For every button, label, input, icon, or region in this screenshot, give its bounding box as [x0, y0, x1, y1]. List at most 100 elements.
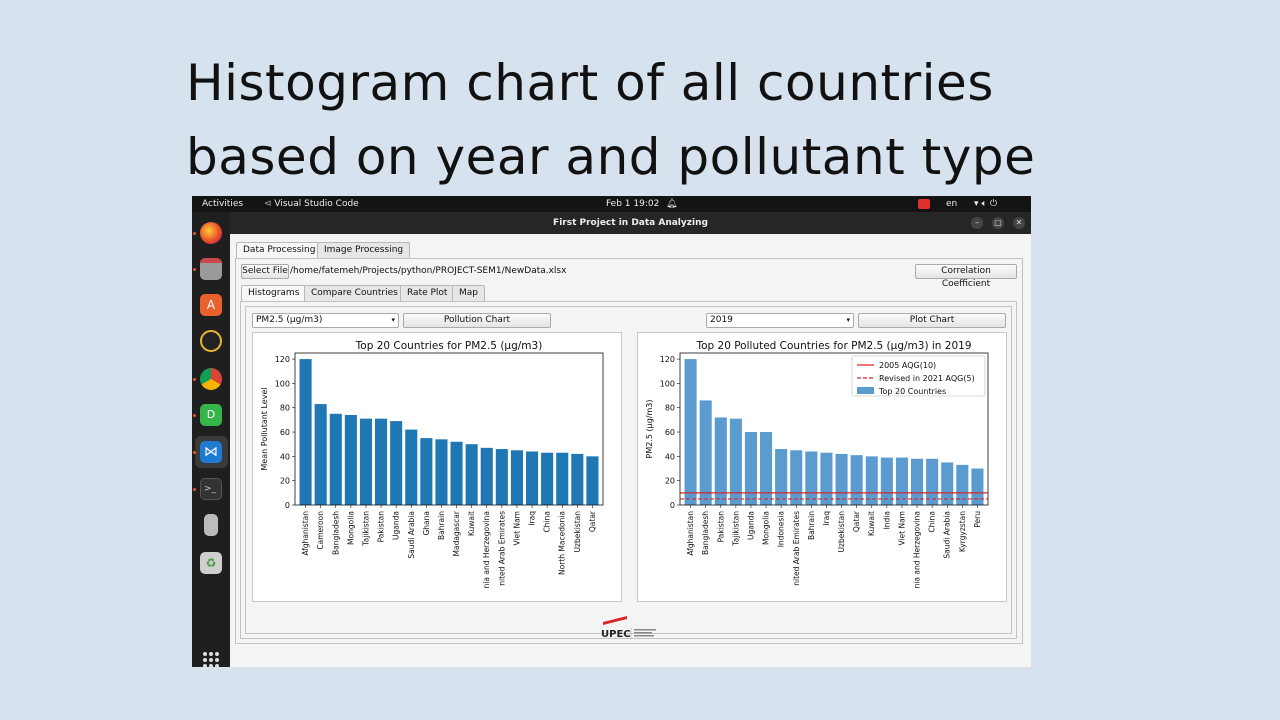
software-store-icon[interactable]: A	[200, 294, 222, 316]
trash-icon[interactable]: ♻	[200, 552, 222, 574]
chart-bar	[699, 400, 712, 505]
x-tick-label: India	[882, 511, 891, 529]
dock: A D ⋈ >_ ♻	[192, 212, 230, 667]
x-tick-label: Pakistan	[377, 511, 386, 543]
activities-button[interactable]: Activities	[202, 199, 244, 209]
show-apps-icon[interactable]	[203, 652, 219, 667]
pollution-chart-button[interactable]: Pollution Chart	[403, 313, 551, 328]
x-tick-label: Indonesia	[777, 511, 786, 547]
correlation-coefficient-button[interactable]: Correlation Coefficient	[915, 264, 1017, 289]
chart-bar	[329, 413, 342, 505]
plot-chart-button[interactable]: Plot Chart	[858, 313, 1006, 328]
tab-compare-countries[interactable]: Compare Countries	[304, 285, 405, 302]
running-indicator	[193, 414, 196, 417]
x-tick-label: Qatar	[852, 510, 861, 532]
chart-bar	[556, 452, 569, 505]
y-tick-label: 80	[280, 404, 290, 413]
chart-bar	[729, 418, 742, 505]
screen-record-icon[interactable]	[918, 199, 930, 209]
tab-map[interactable]: Map	[452, 285, 485, 302]
window-title: First Project in Data Analyzing	[553, 218, 708, 228]
chrome-icon[interactable]	[200, 368, 222, 390]
y-tick-label: 40	[280, 452, 290, 461]
chart-bar	[835, 453, 848, 505]
usb-drive-icon[interactable]	[204, 514, 218, 536]
x-tick-label: Uzbekistan	[573, 511, 582, 553]
x-tick-label: North Macedonia	[558, 511, 567, 575]
chart-bar	[526, 451, 539, 505]
tab-data-processing[interactable]: Data Processing	[236, 242, 323, 259]
histograms-panel: PM2.5 (µg/m3) ▾ Pollution Chart 2019 ▾ Plo…	[240, 301, 1017, 639]
chevron-down-icon: ▾	[846, 316, 850, 324]
slide-title-line-2: based on year and pollutant type	[186, 128, 1036, 186]
running-indicator	[193, 232, 196, 235]
histograms-inner-frame: PM2.5 (µg/m3) ▾ Pollution Chart 2019 ▾ Plo…	[245, 306, 1012, 634]
tab-image-processing[interactable]: Image Processing	[317, 242, 411, 259]
pollutant-select[interactable]: PM2.5 (µg/m3) ▾	[252, 313, 399, 328]
chart-bar	[420, 438, 433, 505]
x-tick-label: Uzbekistan	[837, 511, 846, 553]
close-icon[interactable]: ✕	[1013, 217, 1025, 229]
slide-title: Histogram chart of all countries based o…	[186, 46, 1186, 194]
x-tick-label: Tajikistan	[361, 511, 370, 547]
year-select-value: 2019	[710, 315, 733, 325]
chart-bar	[850, 455, 863, 505]
chart-title: Top 20 Countries for PM2.5 (µg/m3)	[355, 340, 543, 352]
left-chart: Top 20 Countries for PM2.5 (µg/m3) Mean P…	[260, 340, 604, 588]
minimize-icon[interactable]: –	[971, 217, 983, 229]
x-tick-label: Kyrgyzstan	[958, 511, 967, 552]
upec-logo-graphic: UPEC	[601, 616, 656, 640]
chart-bar	[790, 450, 803, 505]
slide-title-line-1: Histogram chart of all countries	[186, 54, 994, 112]
language-indicator[interactable]: en	[946, 199, 958, 209]
x-tick-label: Viet Nam	[512, 511, 521, 546]
chart-bar	[714, 417, 727, 505]
chart-bar	[820, 452, 833, 505]
chart-bar	[775, 449, 788, 505]
y-tick-label: 120	[275, 355, 290, 364]
chart-bar	[405, 429, 418, 505]
desktop-screenshot: Activities ⊲ Visual Studio Code Feb 1 19…	[192, 196, 1031, 667]
system-tray[interactable]: ▾🔈︎⏻	[974, 196, 1000, 212]
x-tick-label: Uganda	[392, 511, 401, 540]
x-tick-label: Iraq	[528, 511, 537, 526]
running-indicator	[193, 488, 196, 491]
x-tick-label: Cameroon	[316, 511, 325, 550]
x-tick-label: nia and Herzegovina	[913, 511, 922, 588]
tab-rate-plot[interactable]: Rate Plot	[400, 285, 455, 302]
clock[interactable]: Feb 1 19:02	[606, 199, 660, 209]
chart-bar	[541, 452, 554, 505]
x-tick-label: Saudi Arabia	[407, 511, 416, 559]
app-menu[interactable]: ⊲ Visual Studio Code	[264, 196, 359, 212]
x-tick-label: nia and Herzegovina	[482, 511, 491, 588]
right-chart: Top 20 Polluted Countries for PM2.5 (µg/…	[645, 340, 989, 588]
files-icon[interactable]	[200, 258, 222, 280]
select-file-button[interactable]: Select File	[241, 264, 289, 279]
y-tick-label: 80	[665, 404, 675, 413]
terminal-icon[interactable]: >_	[200, 478, 222, 500]
upec-logo: UPEC	[601, 616, 663, 644]
y-tick-label: 100	[660, 379, 675, 388]
year-select[interactable]: 2019 ▾	[706, 313, 854, 328]
x-tick-label: Kuwait	[467, 511, 476, 536]
music-player-icon[interactable]	[200, 330, 222, 352]
tab-histograms[interactable]: Histograms	[241, 285, 307, 302]
file-path-label: /home/fatemeh/Projects/python/PROJECT-SE…	[290, 266, 567, 276]
chart-title: Top 20 Polluted Countries for PM2.5 (µg/…	[695, 340, 971, 352]
firefox-icon[interactable]	[200, 222, 222, 244]
vscode-icon[interactable]: ⋈	[200, 441, 222, 463]
y-tick-label: 20	[665, 477, 675, 486]
chart-bar	[465, 444, 478, 505]
chart-bar	[510, 450, 523, 505]
x-tick-label: Afghanistan	[301, 511, 310, 556]
y-axis-label: PM2.5 (µg/m3)	[645, 400, 654, 459]
y-tick-label: 60	[280, 428, 290, 437]
maximize-icon[interactable]: □	[992, 217, 1004, 229]
x-tick-label: Afghanistan	[686, 511, 695, 556]
y-tick-label: 0	[670, 501, 675, 510]
chart-bar	[956, 464, 969, 505]
x-tick-label: Ghana	[422, 511, 431, 536]
dbeaver-icon[interactable]: D	[200, 404, 222, 426]
y-tick-label: 60	[665, 428, 675, 437]
chart-bar	[805, 451, 818, 505]
